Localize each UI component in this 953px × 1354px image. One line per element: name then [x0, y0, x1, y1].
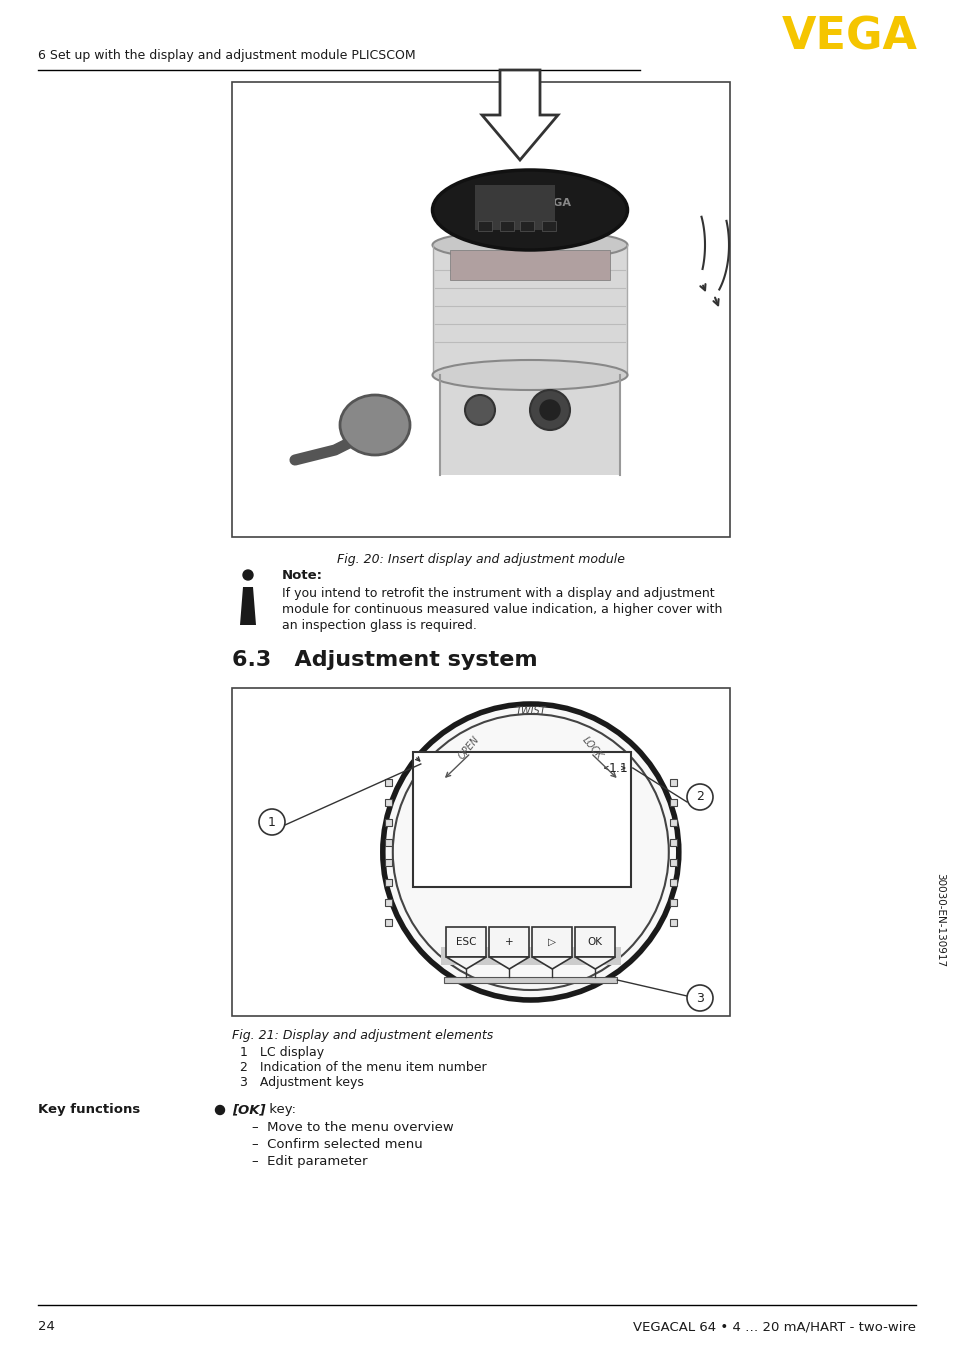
Text: module for continuous measured value indication, a higher cover with: module for continuous measured value ind… [282, 603, 721, 616]
Bar [384, 858, 392, 865]
Bar [384, 838, 392, 845]
Text: 1   LC display: 1 LC display [240, 1047, 324, 1059]
Bar [440, 946, 620, 965]
Text: 1.1: 1.1 [608, 762, 628, 774]
Text: 3   Adjustment keys: 3 Adjustment keys [240, 1076, 363, 1089]
Bar [439, 375, 619, 475]
Bar [499, 221, 514, 232]
Text: OPEN: OPEN [456, 734, 480, 761]
Polygon shape [489, 957, 529, 969]
Text: 30030-EN-130917: 30030-EN-130917 [934, 873, 944, 967]
Bar [384, 899, 392, 906]
Polygon shape [532, 957, 572, 969]
Ellipse shape [432, 360, 627, 390]
Text: TWIST: TWIST [515, 705, 546, 716]
Polygon shape [240, 588, 255, 626]
Text: If you intend to retrofit the instrument with a display and adjustment: If you intend to retrofit the instrument… [282, 588, 714, 600]
Bar [532, 927, 572, 957]
Text: [OK]: [OK] [232, 1104, 265, 1116]
Circle shape [382, 704, 679, 1001]
Text: ESC: ESC [456, 937, 476, 946]
Text: VEGACAL 64 • 4 … 20 mA/HART - two-wire: VEGACAL 64 • 4 … 20 mA/HART - two-wire [633, 1320, 915, 1332]
Text: 2   Indication of the menu item number: 2 Indication of the menu item number [240, 1062, 486, 1074]
Text: ▷: ▷ [548, 937, 556, 946]
Bar [384, 879, 392, 886]
Ellipse shape [432, 230, 627, 260]
Text: 3: 3 [696, 991, 703, 1005]
Bar [489, 927, 529, 957]
Bar [575, 927, 615, 957]
Polygon shape [575, 957, 615, 969]
Text: 24: 24 [38, 1320, 55, 1332]
Circle shape [215, 1105, 224, 1114]
Bar [669, 799, 676, 806]
Bar [444, 978, 617, 983]
Text: VEGA: VEGA [537, 198, 572, 209]
Bar [669, 899, 676, 906]
Circle shape [530, 390, 569, 431]
Bar [450, 250, 609, 280]
Text: Fig. 21: Display and adjustment elements: Fig. 21: Display and adjustment elements [232, 1029, 493, 1043]
Text: 2: 2 [696, 791, 703, 803]
Polygon shape [446, 957, 486, 969]
Text: –  Edit parameter: – Edit parameter [252, 1155, 367, 1169]
Text: 6.3   Adjustment system: 6.3 Adjustment system [232, 650, 537, 670]
Bar [477, 221, 492, 232]
Bar [669, 779, 676, 785]
Text: Note:: Note: [282, 569, 323, 582]
Text: –  Move to the menu overview: – Move to the menu overview [252, 1121, 454, 1135]
Text: Key functions: Key functions [38, 1104, 140, 1116]
Polygon shape [481, 70, 558, 160]
Circle shape [686, 784, 712, 810]
Bar [446, 927, 486, 957]
Text: Fig. 20: Insert display and adjustment module: Fig. 20: Insert display and adjustment m… [336, 552, 624, 566]
Bar [669, 858, 676, 865]
Text: –  Confirm selected menu: – Confirm selected menu [252, 1137, 422, 1151]
Bar [669, 838, 676, 845]
Bar [541, 221, 556, 232]
Text: LOCK: LOCK [580, 735, 604, 761]
Ellipse shape [432, 171, 627, 250]
Text: key:: key: [265, 1104, 295, 1116]
Bar [475, 185, 555, 230]
Circle shape [258, 808, 285, 835]
Text: 1: 1 [268, 815, 275, 829]
Circle shape [243, 570, 253, 580]
Bar [384, 779, 392, 785]
Text: VEGA: VEGA [781, 15, 917, 58]
Bar [232, 688, 729, 1016]
Text: an inspection glass is required.: an inspection glass is required. [282, 619, 476, 632]
Ellipse shape [339, 395, 410, 455]
Bar [232, 83, 729, 538]
Bar [669, 879, 676, 886]
Bar [669, 918, 676, 926]
Bar [413, 751, 630, 887]
Bar [384, 799, 392, 806]
Text: OK: OK [587, 937, 602, 946]
Text: 6 Set up with the display and adjustment module PLICSCOM: 6 Set up with the display and adjustment… [38, 49, 416, 62]
Bar [669, 819, 676, 826]
Circle shape [686, 984, 712, 1011]
Bar [433, 245, 626, 375]
Bar [384, 918, 392, 926]
Bar [384, 819, 392, 826]
Text: +: + [504, 937, 513, 946]
Circle shape [464, 395, 495, 425]
Circle shape [539, 399, 559, 420]
Bar [519, 221, 534, 232]
